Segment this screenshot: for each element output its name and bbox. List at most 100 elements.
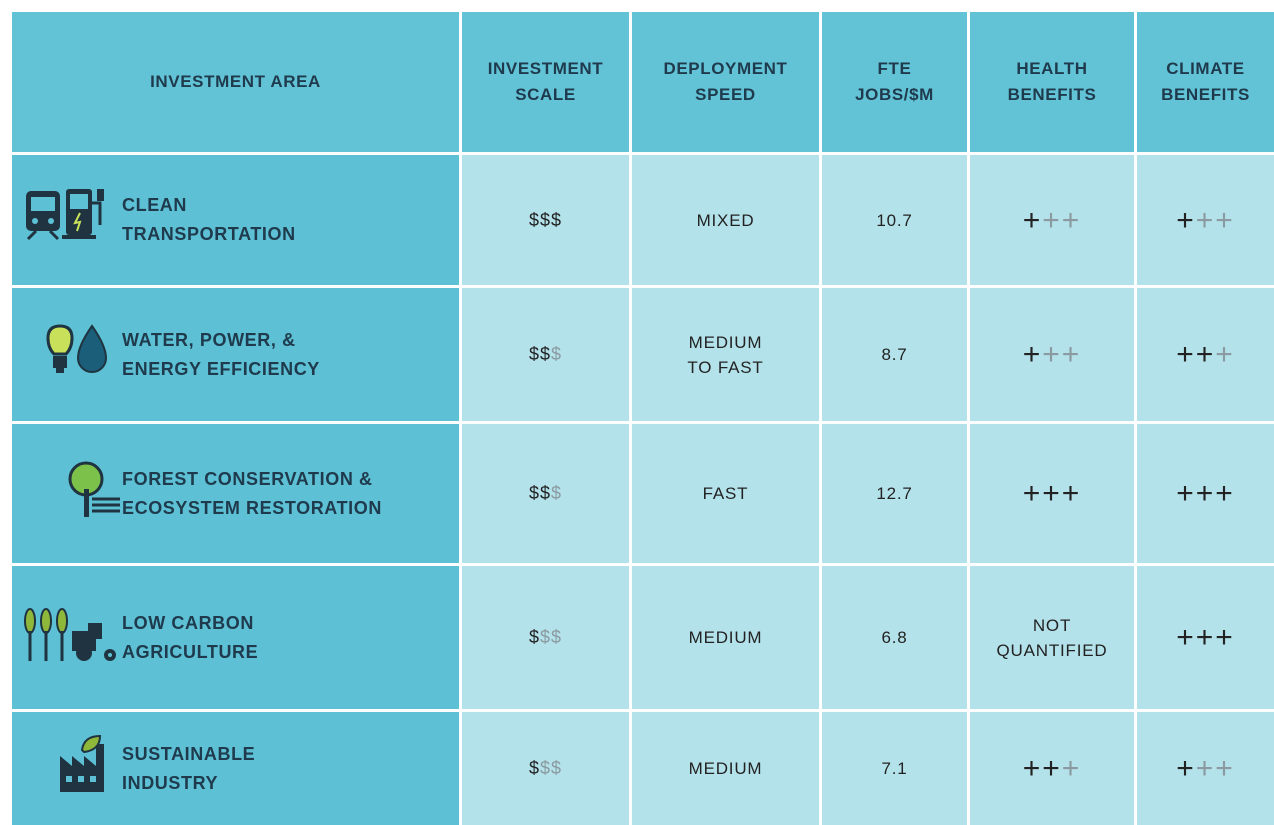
climate-benefits-empty: ++ [1195,752,1235,785]
icon [68,461,120,517]
icon [26,189,104,241]
health-benefits-empty: + [1061,752,1082,785]
area-cell: WATER, POWER, & ENERGY EFFICIENCY [12,288,459,421]
scale-cell: $$$ [462,288,629,421]
area-cell: SUSTAINABLE INDUSTRY [12,712,459,825]
header-label-line: HEALTH [1016,59,1088,78]
area-label: SUSTAINABLE INDUSTRY [122,740,255,798]
area-label-line: CLEAN [122,195,187,215]
health-cell: +++ [970,155,1134,285]
area-label-line: WATER, POWER, & [122,329,296,350]
investment-scale: $$$ [529,342,562,367]
header-label: CLIMATE BENEFITS [1161,56,1250,108]
deployment-speed: MEDIUM TO FAST [687,330,763,380]
icon [60,734,104,792]
climate-cell: +++ [1137,155,1274,285]
fte-jobs: 7.1 [881,759,908,778]
header-label-line: SPEED [695,85,756,104]
deployment-speed-line: TO FAST [687,357,764,377]
jobs-cell: 7.1 [822,712,967,825]
header-cell: FTE JOBS/$M [822,12,967,152]
area-label-line: AGRICULTURE [122,641,259,662]
climate-benefits-filled: ++ [1176,338,1216,371]
header-cell: INVESTMENT SCALE [462,12,629,152]
health-benefits-empty: ++ [1042,203,1082,237]
deployment-speed-line: FAST [702,484,749,503]
health-benefits-filled: +++ [1022,477,1082,510]
area-label-line: SUSTAINABLE [122,743,256,764]
header-label-line: BENEFITS [1161,85,1250,104]
header-label: FTE JOBS/$M [855,56,934,108]
investment-scale-filled: $$ [528,344,551,364]
deployment-speed-line: MEDIUM [688,332,763,352]
scale-cell: $$$ [462,712,629,825]
speed-cell: MEDIUM TO FAST [632,288,819,421]
jobs-cell: 8.7 [822,288,967,421]
area-label: FOREST CONSERVATION & ECOSYSTEM RESTORATI… [122,465,382,523]
area-cell: LOW CARBON AGRICULTURE [12,566,459,709]
health-benefits: +++ [1023,340,1082,370]
fte-jobs: 8.7 [881,345,908,364]
climate-cell: +++ [1137,712,1274,825]
investment-scale-filled: $ [528,758,540,778]
health-benefits: +++ [1023,754,1082,784]
health-benefits-line: NOT [1032,615,1072,635]
area-icon [20,185,120,255]
investment-scale-filled: $$$ [528,209,563,230]
health-benefits: +++ [1023,479,1082,509]
header-label-line: FTE [877,59,912,78]
scale-cell: $$$ [462,566,629,709]
area-label: WATER, POWER, & ENERGY EFFICIENCY [122,326,320,384]
health-cell: +++ [970,288,1134,421]
investment-scale-empty: $ [551,483,563,503]
health-benefits-filled: + [1022,338,1043,371]
area-icon [20,603,120,673]
icon [46,323,108,373]
scale-cell: $$$ [462,155,629,285]
investment-scale-empty: $$ [539,627,563,647]
header-label-line: DEPLOYMENT [663,59,788,78]
header-label: INVESTMENT AREA [150,69,321,95]
area-cell: CLEAN TRANSPORTATION [12,155,459,285]
investment-scale: $$$ [529,756,562,781]
area-label-line: FOREST CONSERVATION & [122,468,373,489]
jobs-cell: 10.7 [822,155,967,285]
fte-jobs: 6.8 [881,628,908,647]
area-label-line: INDUSTRY [122,772,219,793]
header-label-line: JOBS/$M [855,85,934,104]
speed-cell: MEDIUM [632,712,819,825]
health-benefits-filled: + [1022,203,1043,237]
health-benefits-empty: ++ [1042,338,1082,371]
area-icon [20,734,120,804]
header-cell: CLIMATE BENEFITS [1137,12,1274,152]
health-cell: +++ [970,712,1134,825]
investment-scale-empty: $ [551,344,563,364]
icon [24,607,116,661]
deployment-speed: MIXED [697,208,755,233]
area-icon [20,459,120,529]
climate-cell: +++ [1137,424,1274,563]
header-label: DEPLOYMENT SPEED [663,56,787,108]
climate-cell: +++ [1137,566,1274,709]
investment-scale-filled: $$ [528,483,551,503]
speed-cell: FAST [632,424,819,563]
header-label-line: INVESTMENT [487,59,604,78]
investment-scale: $$$ [529,625,562,650]
investment-scale: $$$ [529,481,562,506]
header-label: HEALTH BENEFITS [1008,56,1097,108]
deployment-speed-line: MEDIUM [688,759,763,778]
header-cell: INVESTMENT AREA [12,12,459,152]
climate-benefits-empty: + [1215,338,1235,371]
health-benefits: +++ [1023,205,1082,235]
header-cell: HEALTH BENEFITS [970,12,1134,152]
climate-benefits-filled: +++ [1176,621,1235,654]
header-label: INVESTMENT SCALE [488,56,604,108]
health-benefits: NOT QUANTIFIED [997,613,1108,663]
climate-benefits-filled: + [1176,203,1196,237]
deployment-speed: MEDIUM [689,756,763,781]
investment-scale: $$$ [529,208,562,233]
deployment-speed-line: MIXED [696,210,755,230]
header-label-line: BENEFITS [1007,85,1097,104]
area-cell: FOREST CONSERVATION & ECOSYSTEM RESTORATI… [12,424,459,563]
